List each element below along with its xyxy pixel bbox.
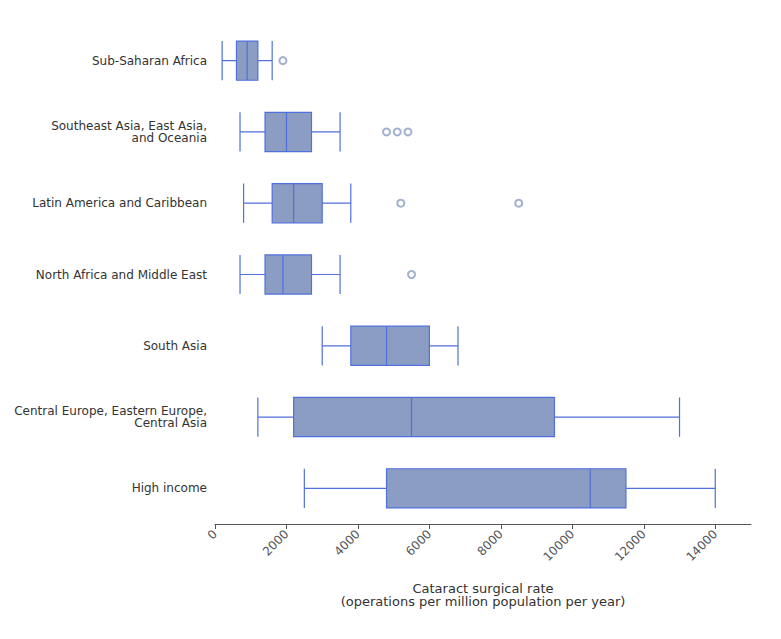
svg-text:0: 0	[205, 527, 220, 542]
svg-text:Southeast Asia, East Asia,: Southeast Asia, East Asia,	[51, 118, 207, 133]
svg-text:6000: 6000	[403, 527, 434, 558]
svg-text:(operations per million popula: (operations per million population per y…	[341, 594, 626, 609]
svg-text:Cataract surgical rate: Cataract surgical rate	[412, 581, 554, 596]
svg-text:High income: High income	[132, 481, 207, 495]
svg-text:South Asia: South Asia	[143, 339, 207, 353]
svg-text:10000: 10000	[540, 527, 577, 564]
svg-text:Latin America and Caribbean: Latin America and Caribbean	[32, 196, 207, 210]
svg-text:Central Europe, Eastern Europe: Central Europe, Eastern Europe,	[14, 404, 207, 419]
svg-text:and Oceania: and Oceania	[132, 131, 207, 145]
svg-text:2000: 2000	[260, 527, 291, 558]
svg-text:8000: 8000	[474, 527, 505, 558]
svg-text:Sub-Saharan Africa: Sub-Saharan Africa	[92, 54, 207, 68]
svg-text:Central Asia: Central Asia	[134, 416, 207, 430]
svg-text:North Africa and Middle East: North Africa and Middle East	[36, 268, 207, 282]
svg-text:4000: 4000	[331, 527, 362, 558]
svg-text:12000: 12000	[612, 527, 649, 564]
svg-text:14000: 14000	[683, 527, 720, 564]
